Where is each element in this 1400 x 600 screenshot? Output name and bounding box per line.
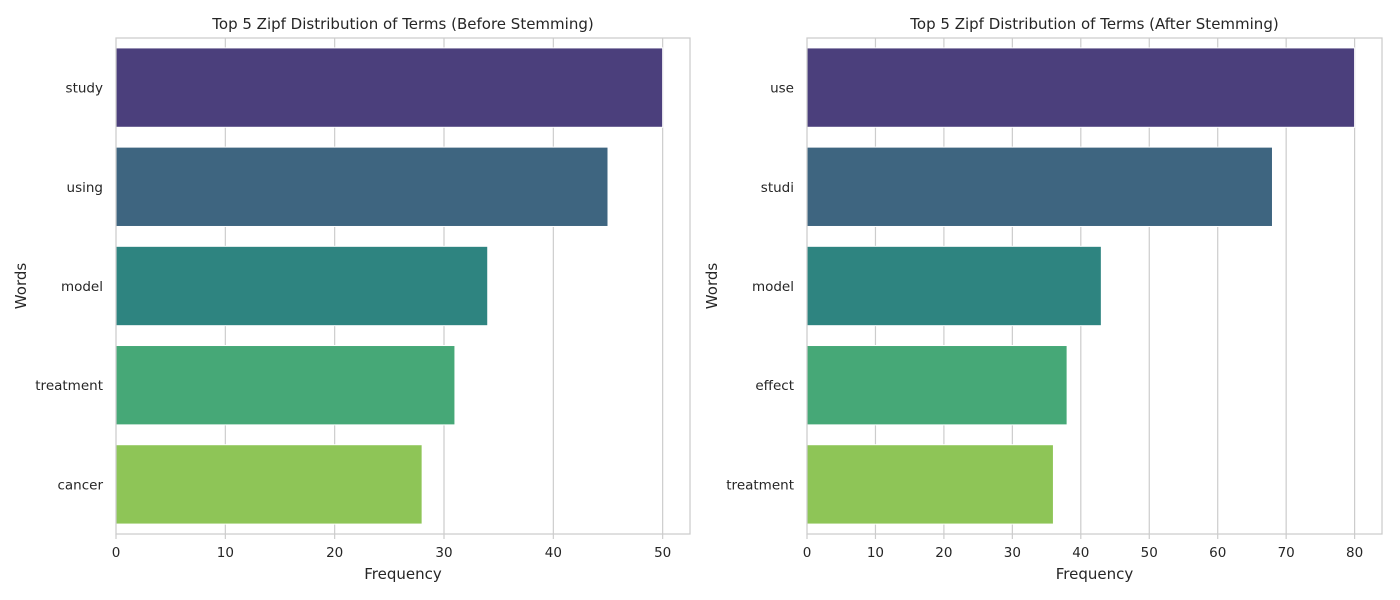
x-tick-label: 20 bbox=[935, 545, 952, 561]
x-tick-label: 0 bbox=[803, 545, 812, 561]
x-tick-label: 60 bbox=[1209, 545, 1226, 561]
y-tick-label: effect bbox=[755, 378, 794, 394]
x-axis-label: Frequency bbox=[364, 565, 442, 583]
x-tick-label: 10 bbox=[867, 545, 884, 561]
y-tick-label: using bbox=[67, 180, 103, 196]
chart-title: Top 5 Zipf Distribution of Terms (Before… bbox=[211, 15, 593, 33]
plot-frame bbox=[806, 37, 1383, 535]
x-tick-label: 50 bbox=[654, 545, 671, 561]
x-tick-label: 30 bbox=[435, 545, 452, 561]
bar-study bbox=[115, 47, 664, 128]
x-tick-label: 10 bbox=[217, 545, 234, 561]
x-tick-label: 70 bbox=[1278, 545, 1295, 561]
bar-effect bbox=[806, 345, 1068, 426]
y-tick-label: model bbox=[61, 279, 103, 295]
bar-studi bbox=[806, 146, 1273, 227]
bar-model bbox=[806, 245, 1102, 327]
y-tick-label: model bbox=[752, 279, 794, 295]
y-axis-label: Words bbox=[12, 263, 30, 310]
bar-using bbox=[115, 146, 609, 227]
x-tick-label: 20 bbox=[326, 545, 343, 561]
chart-title: Top 5 Zipf Distribution of Terms (After … bbox=[909, 15, 1278, 33]
bar-treatment bbox=[806, 444, 1054, 525]
x-axis-label: Frequency bbox=[1056, 565, 1134, 583]
x-tick-label: 50 bbox=[1141, 545, 1158, 561]
y-tick-label: treatment bbox=[35, 378, 103, 394]
y-tick-label: use bbox=[770, 81, 794, 97]
x-tick-label: 0 bbox=[112, 545, 121, 561]
bar-treatment bbox=[115, 345, 456, 426]
bar-cancer bbox=[115, 444, 423, 525]
bar-use bbox=[806, 47, 1356, 128]
y-tick-label: study bbox=[66, 81, 103, 97]
chart-before-stemming: Top 5 Zipf Distribution of Terms (Before… bbox=[12, 15, 691, 583]
y-axis-label: Words bbox=[703, 263, 721, 310]
y-tick-label: cancer bbox=[57, 477, 103, 493]
bar-model bbox=[115, 245, 489, 327]
x-tick-label: 40 bbox=[545, 545, 562, 561]
x-tick-label: 30 bbox=[1004, 545, 1021, 561]
y-tick-label: treatment bbox=[726, 477, 794, 493]
chart-after-stemming: Top 5 Zipf Distribution of Terms (After … bbox=[703, 15, 1383, 583]
x-tick-label: 80 bbox=[1346, 545, 1363, 561]
y-tick-label: studi bbox=[761, 180, 794, 196]
x-tick-label: 40 bbox=[1072, 545, 1089, 561]
plot-frame bbox=[115, 37, 691, 535]
